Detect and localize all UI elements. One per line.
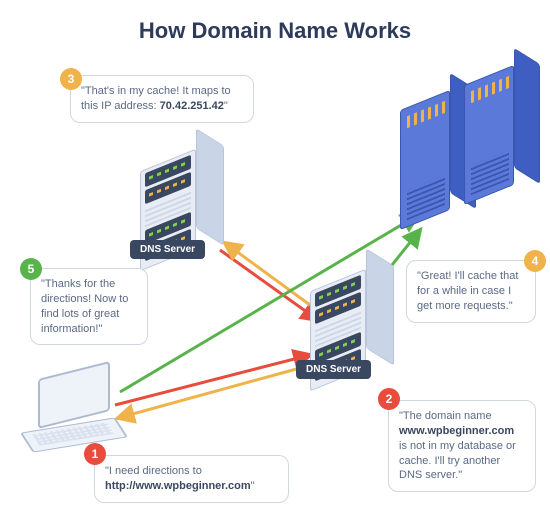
bubble-2-bold: www.wpbeginner.com [399, 425, 514, 437]
badge-step-5: 5 [20, 258, 42, 280]
bubble-2-text-pre: "The domain name [399, 410, 492, 422]
bubble-step-2: "The domain name www.wpbeginner.com is n… [388, 400, 536, 492]
badge-step-1: 1 [84, 443, 106, 465]
bubble-2-text-post: is not in my database or cache. I'll try… [399, 440, 516, 482]
dns-server-2-label: DNS Server [296, 360, 371, 379]
node-laptop [38, 370, 110, 420]
bubble-4-text: "Great! I'll cache that for a while in c… [417, 270, 518, 312]
bubble-step-5: "Thanks for the directions! Now to find … [30, 268, 148, 345]
badge-step-2: 2 [378, 388, 400, 410]
bubble-5-text: "Thanks for the directions! Now to find … [41, 278, 128, 335]
bubble-step-4: "Great! I'll cache that for a while in c… [406, 260, 536, 323]
bubble-3-bold: 70.42.251.42 [160, 100, 224, 112]
diagram-canvas: How Domain Name Works [0, 0, 550, 525]
bubble-1-text-pre: "I need directions to [105, 465, 202, 477]
dns-server-1-label: DNS Server [130, 240, 205, 259]
arrow-step-2 [220, 250, 318, 320]
badge-step-4: 4 [524, 250, 546, 272]
bubble-1-bold: http://www.wpbeginner.com [105, 480, 251, 492]
arrow-step-3a [225, 243, 310, 305]
arrow-step-3b [118, 368, 300, 418]
bubble-step-3: "That's in my cache! It maps to this IP … [70, 75, 254, 123]
badge-step-3: 3 [60, 68, 82, 90]
bubble-step-1: "I need directions to http://www.wpbegin… [94, 455, 289, 503]
page-title: How Domain Name Works [0, 0, 550, 44]
bubble-3-text-post: " [224, 100, 228, 112]
bubble-1-text-post: " [251, 480, 255, 492]
arrow-step-1 [115, 355, 310, 405]
